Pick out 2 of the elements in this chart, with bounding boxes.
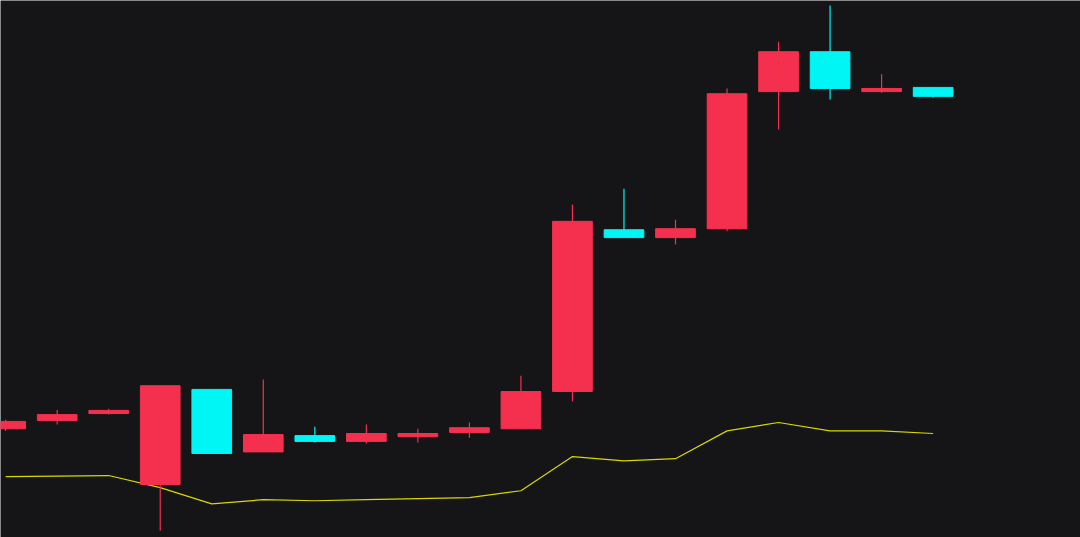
candlestick (397, 428, 439, 444)
candlestick (861, 73, 902, 94)
